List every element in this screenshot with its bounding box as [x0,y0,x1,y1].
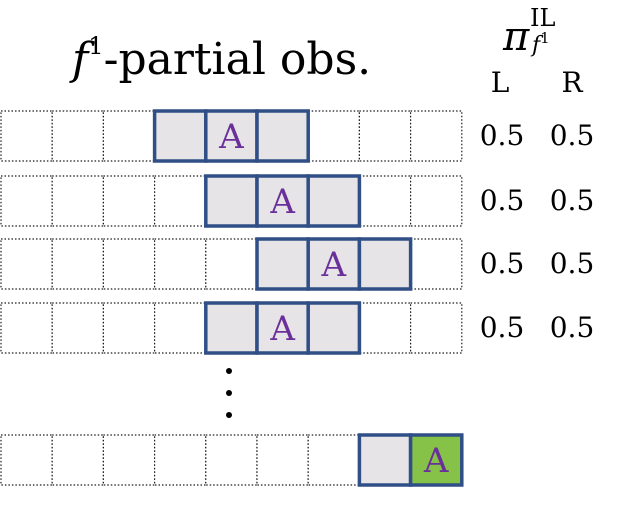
grid-row: A 0.5 0.5 [0,237,595,291]
grid-cell [0,302,53,354]
agent-label: A [218,117,244,157]
column-header-left: L [491,66,510,99]
policy-header: π IL f1 L R [491,4,584,99]
grid-cell [358,175,412,227]
prob-left: 0.5 [480,311,525,344]
agent-label: A [269,182,295,222]
grid-cell [51,110,105,162]
prob-right: 0.5 [550,184,595,217]
grid-cell [102,110,156,162]
vertical-ellipsis [226,368,232,418]
observed-cell [204,174,259,228]
diagram-title: f1-partial obs. [69,32,371,85]
ellipsis-dot [226,368,232,374]
observed-cell [357,237,413,291]
observed-cell [306,174,362,228]
grid-cell [51,238,105,290]
prob-left: 0.5 [480,119,525,152]
grid-cell [0,175,53,227]
observed-cell [255,237,310,291]
observed-cell [357,433,413,487]
goal-cell [408,433,464,487]
prob-left: 0.5 [480,247,525,280]
column-header-right: R [561,66,583,99]
grid-cell [205,434,258,486]
title-suffix: -partial obs. [104,34,372,85]
grid-cell [154,434,207,486]
grid-cell [0,238,53,290]
agent-label: A [321,245,347,285]
observed-cell [152,109,208,163]
prob-right: 0.5 [550,311,595,344]
grid-cell [358,110,412,162]
grid-cell [256,434,309,486]
grid-cell [0,434,53,486]
grid-row-goal: A [0,433,464,487]
ellipsis-dot [226,412,232,418]
grid-cell [102,434,156,486]
grid-cell [102,238,156,290]
grid-rows: A 0.5 0.5 A 0.5 0.5 A 0.5 0.5 A 0.5 0.5 A [0,109,595,487]
agent-label: A [269,309,295,349]
grid-cell [205,238,258,290]
policy-superscript: IL [530,4,555,32]
grid-cell [51,302,105,354]
grid-cell [51,434,105,486]
grid-cell [410,302,463,354]
grid-cell [154,175,207,227]
policy-subscript-group: f1 [530,29,550,58]
grid-row: A 0.5 0.5 [0,174,595,228]
grid-cell [51,175,105,227]
prob-right: 0.5 [550,247,595,280]
title-superscript: 1 [88,32,103,60]
grid-cell [307,434,361,486]
grid-cell [410,110,463,162]
policy-subscript-superscript: 1 [540,29,550,47]
grid-row: A 0.5 0.5 [0,301,595,355]
grid-cell [102,175,156,227]
grid-cell [410,238,463,290]
agent-cell [306,237,362,291]
observed-cell [255,109,310,163]
prob-left: 0.5 [480,184,525,217]
grid-cell [154,302,207,354]
grid-row: A 0.5 0.5 [0,109,595,163]
grid-cell [307,110,361,162]
grid-cell [358,302,412,354]
agent-cell [204,109,259,163]
grid-cell [154,238,207,290]
agent-label: A [423,441,449,481]
prob-right: 0.5 [550,119,595,152]
grid-cell [0,110,53,162]
observed-cell [204,301,259,355]
grid-cell [410,175,463,227]
grid-cell [102,302,156,354]
observed-cell [306,301,362,355]
policy-symbol: π [502,14,530,60]
ellipsis-dot [226,390,232,396]
